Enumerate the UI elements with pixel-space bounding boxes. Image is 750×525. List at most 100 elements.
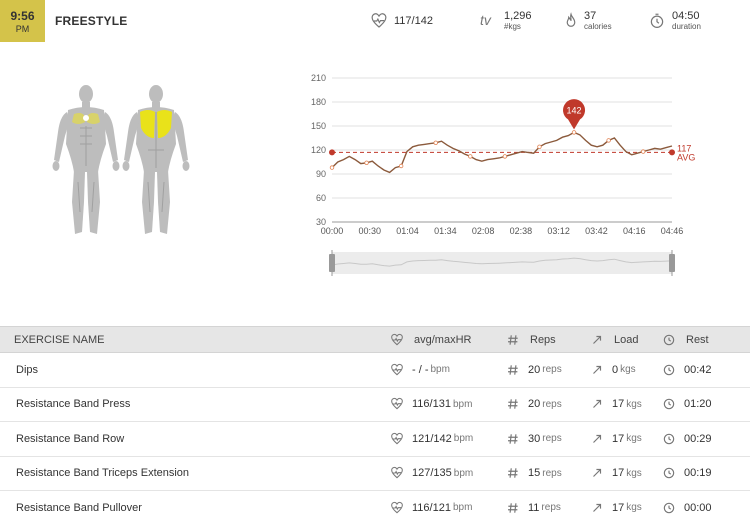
volume-label: tv xyxy=(480,12,491,28)
hr-data-point xyxy=(433,140,438,145)
row-hr: 116/121 xyxy=(412,501,451,514)
hr-data-point xyxy=(468,154,473,159)
scrubber-handle-left[interactable] xyxy=(329,250,335,276)
volume-unit: #kgs xyxy=(504,22,521,31)
avg-dot-right xyxy=(669,149,675,156)
clock-icon xyxy=(663,334,675,345)
row-reps-unit: reps xyxy=(542,467,562,479)
exercise-rest: 00:29 xyxy=(662,422,712,456)
exercise-reps: 20 reps xyxy=(506,388,562,422)
x-tick-label: 02:08 xyxy=(472,226,495,236)
timeline-mini-line xyxy=(331,257,673,267)
exercise-load: 17 kgs xyxy=(590,388,642,422)
table-row[interactable]: Resistance Band Pullover 116/121 bpm 11 re… xyxy=(0,491,750,525)
calories-unit: calories xyxy=(584,22,612,31)
row-hr-unit: bpm xyxy=(453,433,474,445)
load-arrow-icon xyxy=(593,365,602,374)
exercise-reps: 11 reps xyxy=(506,491,561,525)
col-header-hr-label: avg/maxHR xyxy=(414,333,472,346)
table-row[interactable]: Resistance Band Row 121/142 bpm 30 reps 17… xyxy=(0,422,750,457)
row-name: Resistance Band Row xyxy=(16,432,125,445)
clock-icon xyxy=(663,502,675,513)
table-header: EXERCISE NAME avg/maxHR Reps Load Rest xyxy=(0,326,750,353)
exercise-hr: 127/135 bpm xyxy=(390,457,473,491)
clock-icon xyxy=(663,433,675,444)
y-tick-label: 150 xyxy=(311,121,326,131)
row-rest: 01:20 xyxy=(684,398,712,411)
hr-data-point xyxy=(502,154,508,159)
row-reps-unit: reps xyxy=(541,502,561,514)
row-load-unit: kgs xyxy=(626,502,642,514)
col-header-rest[interactable]: Rest xyxy=(662,327,709,352)
row-load-unit: kgs xyxy=(626,433,642,445)
exercise-name: Resistance Band Press xyxy=(16,388,130,422)
hr-data-point xyxy=(606,138,611,143)
y-tick-label: 90 xyxy=(316,169,326,179)
row-name: Dips xyxy=(16,363,39,376)
clock-badge: 9:56 PM xyxy=(0,0,45,42)
x-tick-label: 00:30 xyxy=(359,226,382,236)
y-tick-label: 210 xyxy=(311,73,326,83)
x-tick-label: 03:42 xyxy=(585,226,608,236)
clock-time: 9:56 xyxy=(10,9,35,23)
heart-rate-icon xyxy=(391,333,403,345)
heart-rate-icon xyxy=(391,467,403,479)
heart-rate-icon xyxy=(371,13,387,28)
row-reps: 20 xyxy=(528,363,541,376)
row-load: 17 xyxy=(612,467,625,480)
row-load-unit: kgs xyxy=(620,364,636,376)
row-rest: 00:42 xyxy=(684,363,712,376)
load-arrow-icon xyxy=(593,335,602,344)
y-tick-label: 180 xyxy=(311,97,326,107)
row-hr-unit: bpm xyxy=(430,364,450,376)
hr-data-point xyxy=(329,165,335,170)
exercise-reps: 15 reps xyxy=(506,457,562,491)
avg-dot-left xyxy=(329,149,335,156)
col-header-hr[interactable]: avg/maxHR xyxy=(390,327,471,352)
x-tick-label: 04:16 xyxy=(623,226,646,236)
row-reps: 30 xyxy=(528,432,541,445)
row-load: 17 xyxy=(612,432,625,445)
row-rest: 00:19 xyxy=(684,467,712,480)
chart-y-grid xyxy=(332,77,672,223)
hr-data-point xyxy=(571,130,577,135)
hash-icon xyxy=(508,399,518,409)
table-row[interactable]: Resistance Band Triceps Extension 127/13… xyxy=(0,456,750,491)
y-tick-label: 30 xyxy=(316,217,326,227)
col-header-reps-label: Reps xyxy=(530,333,556,346)
x-tick-label: 02:38 xyxy=(510,226,533,236)
exercise-hr: - / - bpm xyxy=(390,353,450,387)
row-name: Resistance Band Pullover xyxy=(16,501,142,514)
col-header-name[interactable]: EXERCISE NAME xyxy=(14,333,105,346)
exercise-load: 0 kgs xyxy=(590,353,636,387)
row-reps: 11 xyxy=(528,501,540,514)
calories-stat: 37 calories xyxy=(562,10,632,34)
row-load-unit: kgs xyxy=(626,398,642,410)
row-reps-unit: reps xyxy=(542,398,562,410)
exercise-name: Resistance Band Row xyxy=(16,422,124,456)
heart-rate-icon xyxy=(391,363,403,376)
muscle-map xyxy=(52,85,190,234)
hash-icon xyxy=(508,434,518,444)
col-header-reps[interactable]: Reps xyxy=(506,327,556,352)
clock-icon xyxy=(663,399,675,410)
row-reps-unit: reps xyxy=(542,433,562,445)
hash-icon xyxy=(508,468,518,478)
exercise-load: 17 kgs xyxy=(590,491,642,525)
table-row[interactable]: Resistance Band Press 116/131 bpm 20 reps … xyxy=(0,387,750,422)
exercise-load: 17 kgs xyxy=(590,422,642,456)
scrubber-handle-right[interactable] xyxy=(669,250,675,276)
heart-rate-icon xyxy=(391,501,403,514)
exercise-hr: 116/121 bpm xyxy=(390,491,472,525)
table-row[interactable]: Dips - / - bpm 20 reps 0 kgs 00:42 xyxy=(0,353,750,388)
exercise-rest: 00:00 xyxy=(662,491,712,525)
row-load-unit: kgs xyxy=(626,467,642,479)
body-back xyxy=(122,85,190,234)
exercise-rest: 00:42 xyxy=(662,353,712,387)
col-header-load[interactable]: Load xyxy=(590,327,638,352)
y-tick-label: 120 xyxy=(311,145,326,155)
exercise-reps: 20 reps xyxy=(506,353,562,387)
row-name: Resistance Band Triceps Extension xyxy=(16,467,190,480)
row-hr-unit: bpm xyxy=(452,502,473,514)
